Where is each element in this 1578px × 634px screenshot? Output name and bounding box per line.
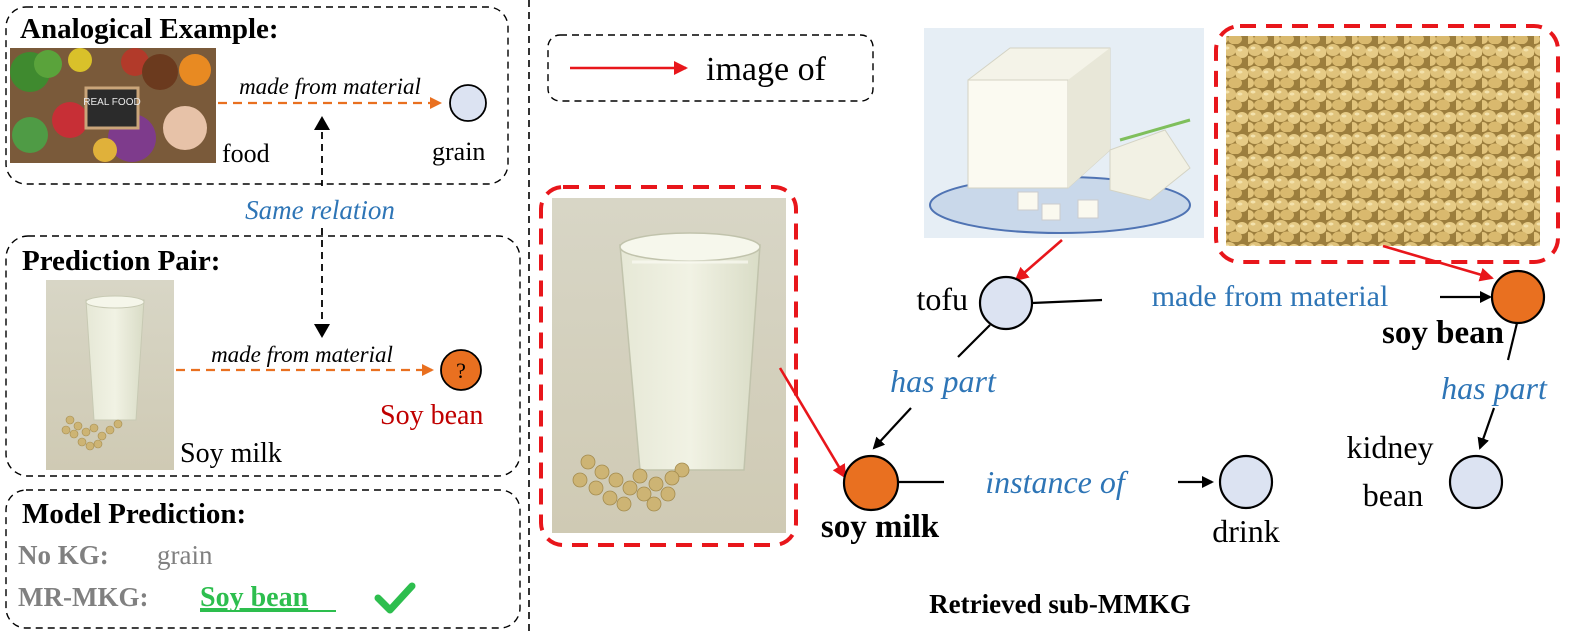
mrmkg-value: Soy bean bbox=[200, 582, 309, 613]
soy-milk-graph-label: soy milk bbox=[821, 509, 940, 545]
tofu-node bbox=[978, 275, 1034, 331]
soy-bean-answer-label: Soy bean bbox=[380, 400, 483, 431]
food-image-sign: REAL FOOD bbox=[83, 97, 140, 108]
analogical-example-panel: Analogical Example: REAL FOOD made from … bbox=[5, 6, 509, 185]
no-kg-label: No KG: bbox=[18, 540, 109, 570]
kidney-bean-node bbox=[1448, 454, 1504, 510]
same-relation-arrowhead-down bbox=[314, 324, 330, 338]
analogical-example-title: Analogical Example: bbox=[20, 13, 279, 45]
model-prediction-title: Model Prediction: bbox=[22, 498, 246, 530]
rel-instance-of-label: instance of bbox=[985, 464, 1129, 500]
prediction-pair-title: Prediction Pair: bbox=[22, 245, 220, 277]
image-of-arrow-tofu bbox=[1014, 239, 1063, 282]
soy-bean-image bbox=[1214, 24, 1560, 264]
edge-tofu-has-part-upper bbox=[957, 324, 991, 358]
food-label: food bbox=[222, 139, 270, 168]
model-prediction-panel: Model Prediction: No KG: grain MR-MKG: S… bbox=[5, 489, 521, 629]
drink-label: drink bbox=[1212, 513, 1280, 549]
rel-has-part-2-label: has part bbox=[1441, 370, 1548, 406]
tofu-image bbox=[924, 28, 1204, 238]
drink-node bbox=[1218, 454, 1274, 510]
edge-tofu-made-from bbox=[1031, 298, 1103, 305]
rel-has-part-1-label: has part bbox=[890, 363, 997, 399]
image-of-arrow-soy-milk bbox=[778, 367, 847, 479]
legend: image of bbox=[547, 34, 874, 102]
grain-node bbox=[449, 84, 487, 122]
mrmkg-label: MR-MKG: bbox=[18, 582, 148, 612]
edge-soy-bean-has-part-upper bbox=[1506, 322, 1519, 361]
soy-milk-image bbox=[539, 185, 798, 547]
same-relation-arrowhead-up bbox=[314, 116, 330, 130]
prediction-relation-label: made from material bbox=[211, 342, 393, 367]
soy-milk-small-image bbox=[46, 280, 174, 470]
check-icon bbox=[374, 582, 416, 614]
kidney-bean-label-line2: bean bbox=[1363, 477, 1423, 513]
image-of-arrow-soy-bean bbox=[1382, 244, 1494, 282]
edge-soy-bean-has-part-lower bbox=[1477, 407, 1496, 450]
rel-made-from-label: made from material bbox=[1152, 280, 1389, 313]
unknown-mark: ? bbox=[456, 358, 466, 383]
food-image: REAL FOOD bbox=[10, 48, 216, 163]
same-relation-label: Same relation bbox=[245, 195, 395, 225]
prediction-pair-panel: Prediction Pair: made from material ? So… bbox=[5, 235, 521, 477]
kidney-bean-label-line1: kidney bbox=[1346, 429, 1433, 465]
soy-bean-label: soy bean bbox=[1382, 315, 1504, 351]
tofu-label: tofu bbox=[916, 281, 968, 317]
unknown-node bbox=[440, 349, 482, 391]
no-kg-value: grain bbox=[157, 540, 213, 570]
soy-bean-node bbox=[1490, 269, 1546, 325]
grain-label: grain bbox=[432, 137, 485, 166]
soy-milk-node bbox=[842, 454, 900, 512]
legend-label: image of bbox=[706, 51, 827, 88]
example-relation-label: made from material bbox=[239, 74, 421, 99]
edge-tofu-has-part-lower bbox=[872, 407, 912, 450]
soy-milk-label: Soy milk bbox=[180, 438, 282, 469]
diagram-caption: Retrieved sub-MMKG bbox=[929, 589, 1191, 619]
